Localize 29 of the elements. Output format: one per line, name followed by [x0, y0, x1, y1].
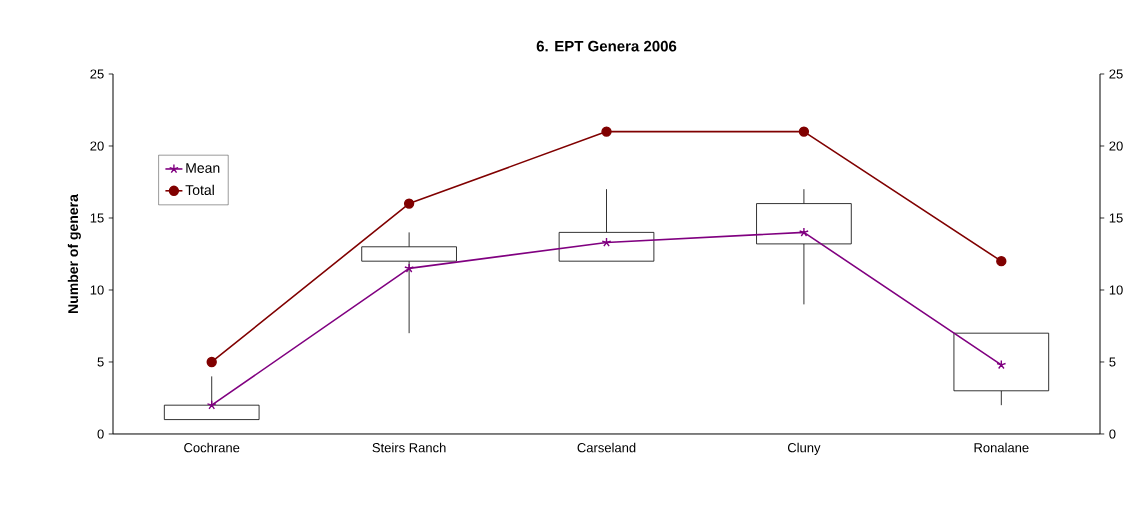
x-tick-label: Ronalane	[974, 442, 1029, 453]
x-tick-label: Carseland	[577, 442, 636, 453]
point	[404, 263, 415, 273]
legend-label: Total	[185, 184, 214, 196]
x-tick-label: Steirs Ranch	[372, 442, 446, 453]
point	[206, 356, 217, 368]
y2-tick-label: 20	[1109, 141, 1123, 151]
point	[601, 126, 612, 137]
y-tick-label: 15	[90, 213, 104, 223]
y-tick-label: 25	[90, 69, 104, 79]
point	[798, 227, 809, 237]
y2-tick-label: 0	[1109, 429, 1116, 439]
y-tick-label: 5	[97, 357, 104, 367]
y2-tick-label: 15	[1109, 213, 1123, 223]
y-tick-label: 20	[90, 141, 104, 151]
y-axis-title: Number of genera	[67, 194, 81, 313]
legend-label: Mean	[186, 163, 220, 173]
y-tick-label: 10	[90, 285, 104, 295]
point	[601, 237, 612, 247]
y2-tick-label: 5	[1109, 357, 1116, 367]
x-tick-label: Cluny	[787, 442, 821, 455]
x-tick-label: Cochrane	[184, 442, 240, 453]
point	[798, 126, 810, 137]
chart-title: 6. EPT Genera 2006	[536, 40, 677, 52]
y2-tick-label: 25	[1109, 69, 1123, 79]
point	[403, 198, 415, 209]
point	[996, 256, 1007, 267]
y2-tick-label: 10	[1109, 285, 1123, 295]
y-tick-label: 0	[97, 429, 104, 439]
